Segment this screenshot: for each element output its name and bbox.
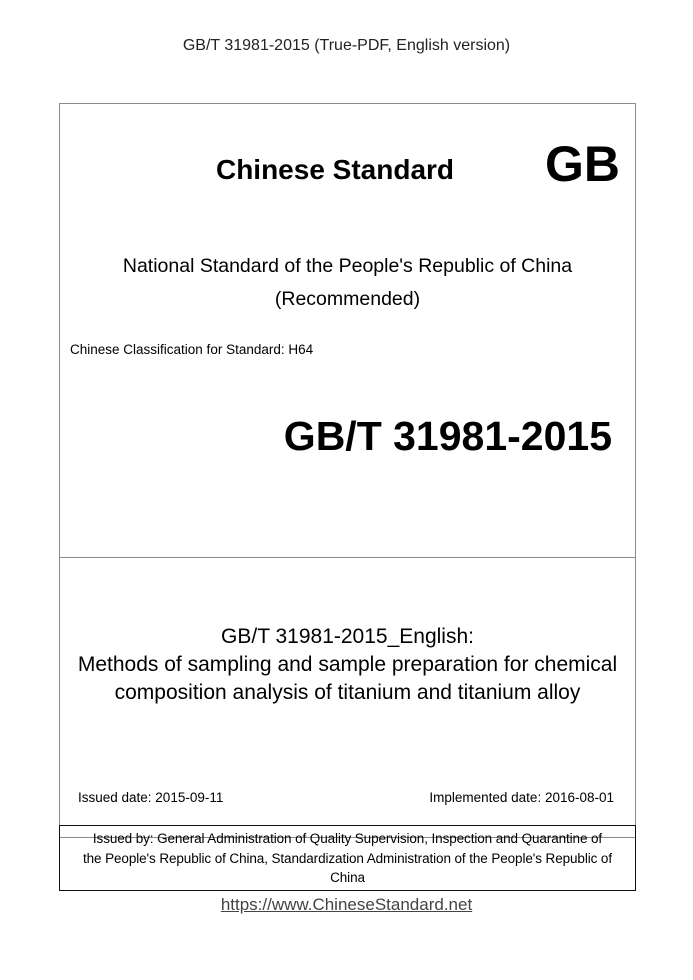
document-title: GB/T 31981-2015_English: Methods of samp… xyxy=(59,623,636,707)
cover-heading: Chinese Standard xyxy=(215,154,455,185)
national-standard-label: National Standard of the People's Republ… xyxy=(59,250,636,316)
issuer-line-2: the People's Republic of China, Standard… xyxy=(83,850,612,866)
issuer-line-3: China xyxy=(330,870,365,885)
title-line-1: GB/T 31981-2015_English: xyxy=(221,625,474,648)
website-link[interactable]: https://www.ChineseStandard.net xyxy=(220,895,473,914)
issuer-box: Issued by: General Administration of Qua… xyxy=(59,825,636,891)
standard-code: GB/T 31981-2015 xyxy=(283,413,612,459)
implemented-date: Implemented date: 2016-08-01 xyxy=(429,790,614,805)
national-line-1: National Standard of the People's Republ… xyxy=(122,255,573,277)
classification: Chinese Classification for Standard: H64 xyxy=(70,342,314,357)
national-line-2: (Recommended) xyxy=(274,288,421,310)
issued-date: Issued date: 2015-09-11 xyxy=(78,790,224,805)
issuer-line-1: Issued by: General Administration of Qua… xyxy=(92,831,603,846)
title-line-2: Methods of sampling and sample preparati… xyxy=(77,653,618,676)
cover-title-section xyxy=(59,557,636,838)
title-line-3: composition analysis of titanium and tit… xyxy=(114,681,581,704)
gb-badge: GB xyxy=(545,136,620,192)
cover-top-section xyxy=(59,103,636,558)
page-header: GB/T 31981-2015 (True-PDF, English versi… xyxy=(182,37,511,54)
